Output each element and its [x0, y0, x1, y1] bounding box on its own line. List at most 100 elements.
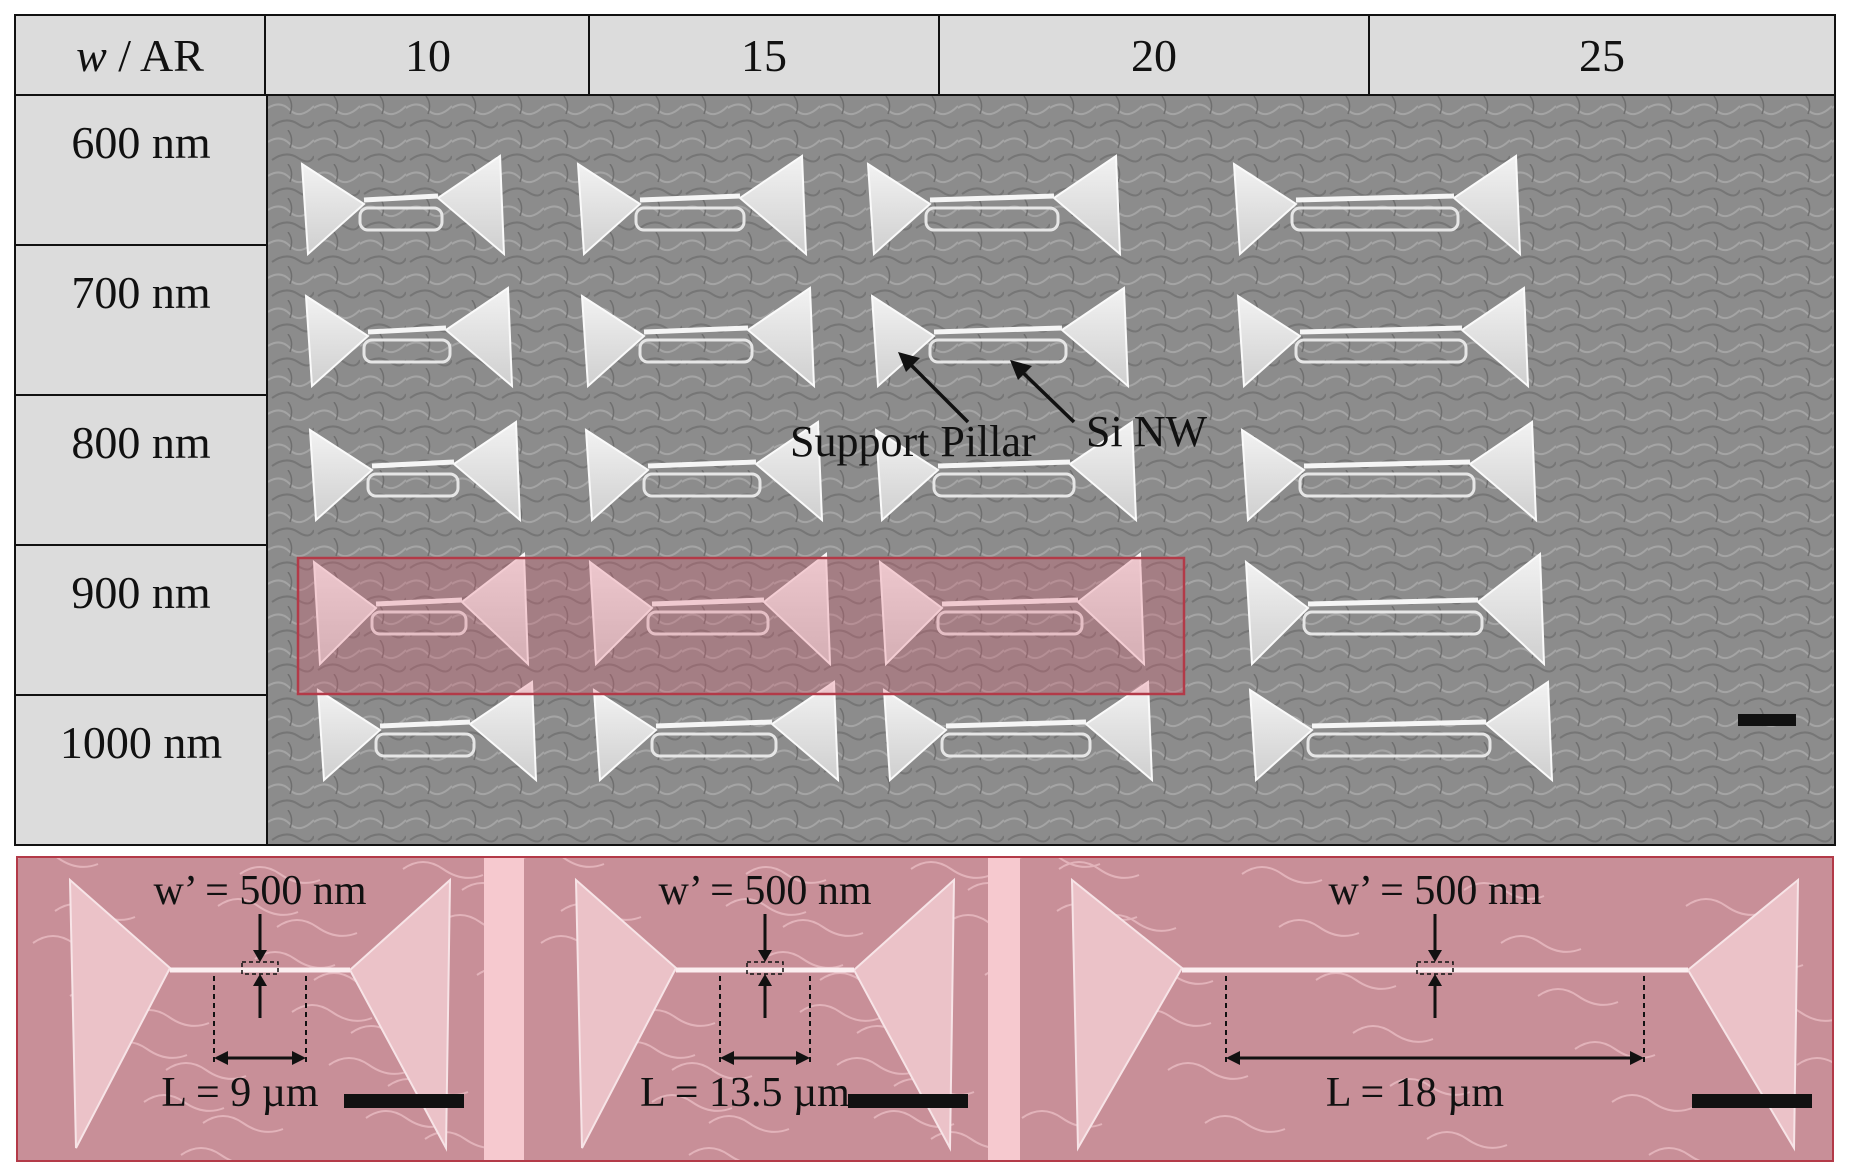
grain-texture: [239, 866, 321, 884]
zoom-panel-2: w’ = 500 nm L = 13.5 µm: [524, 858, 988, 1160]
sem-image-panel: Support Pillar Si NW: [268, 96, 1834, 844]
support-pillar-right: [1452, 154, 1522, 257]
support-pillar-left: [584, 428, 650, 523]
trench-outline: [634, 206, 746, 232]
arrowhead-up-icon: [758, 974, 772, 986]
si-nanowire: [1299, 325, 1463, 335]
trench-outline: [936, 610, 1084, 636]
corner-header: w / AR: [16, 16, 266, 94]
grain-texture: [1278, 919, 1360, 937]
si-nanowire: [1311, 719, 1487, 729]
column-header-ar-10: 10: [268, 16, 590, 94]
trench-outline: [1290, 206, 1460, 232]
si-nanowire: [929, 193, 1055, 203]
trench-outline: [940, 732, 1092, 758]
nanowire-device: [588, 552, 832, 667]
zoom-pillar-left: [68, 877, 172, 1149]
grain-texture: [1315, 972, 1397, 990]
arrowhead-down-icon: [758, 950, 772, 962]
nanowire-device: [870, 286, 1130, 389]
arrowhead-down-icon: [253, 950, 267, 962]
grain-texture: [524, 858, 605, 868]
zoom-pillar-right: [348, 877, 452, 1152]
nanowire-device: [1240, 420, 1538, 523]
grain-texture: [1204, 1115, 1286, 1133]
support-pillar-right: [452, 420, 522, 523]
nanowire-device: [580, 286, 816, 389]
support-pillar-left: [300, 162, 366, 257]
si-nanowire: [363, 193, 439, 203]
grain-texture: [1796, 1057, 1832, 1066]
trench-outline: [374, 732, 476, 758]
nanowire-device: [592, 680, 840, 783]
support-pillar-left: [882, 688, 948, 783]
trench-outline: [638, 338, 754, 364]
si-nanowire: [1295, 193, 1455, 203]
arrowhead-up-icon: [1428, 974, 1442, 986]
row-header-600nm: 600 nm: [16, 96, 266, 246]
grain-texture: [461, 882, 484, 891]
grain-texture: [291, 1004, 373, 1022]
zoom-length-label: L = 18 µm: [1326, 1070, 1504, 1116]
grain-texture: [967, 882, 988, 891]
trench-outline: [362, 338, 452, 364]
trench-outline: [650, 732, 778, 758]
support-pillar-right: [754, 420, 824, 523]
column-header-ar-15: 15: [590, 16, 940, 94]
support-pillar-left: [312, 559, 378, 667]
si-nanowire: [643, 325, 749, 335]
si-nanowire: [945, 719, 1087, 729]
si-nanowire: [371, 459, 455, 469]
scale-bar-top: [1738, 714, 1796, 726]
support-pillar-left: [580, 294, 646, 389]
zoom-scale-bar: [1692, 1094, 1812, 1108]
support-pillar-left: [576, 162, 642, 257]
support-pillar-left: [1240, 428, 1306, 523]
highlight-box-900nm: [296, 556, 1186, 696]
grain-texture: [202, 1115, 284, 1133]
si-nanowire: [1307, 597, 1479, 607]
grain-texture: [725, 898, 807, 916]
grain-texture: [217, 898, 299, 916]
nanowire-device: [1244, 552, 1546, 667]
trench-outline: [358, 206, 444, 232]
grain-texture: [18, 858, 99, 868]
row-header-800nm: 800 nm: [16, 396, 266, 546]
si-nanowire: [651, 597, 765, 607]
support-pillar-label: Support Pillar: [790, 417, 1036, 466]
trench-outline: [1306, 732, 1492, 758]
nanowire-structures: [300, 154, 1554, 783]
grain-texture: [1500, 935, 1582, 953]
support-pillar-right: [436, 154, 506, 257]
support-pillar-right: [444, 286, 514, 389]
grain-texture: [424, 1131, 484, 1149]
support-pillar-right: [1468, 420, 1538, 523]
support-pillar-right: [1060, 286, 1130, 389]
support-pillar-arrowhead-icon: [898, 352, 920, 372]
corner-label-rest: / AR: [106, 29, 204, 81]
row-header-divider: [266, 96, 268, 846]
zoom-image-3: w’ = 500 nm L = 18 µm: [1020, 858, 1832, 1160]
row-header-1000nm: 1000 nm: [16, 696, 266, 844]
support-pillar-left: [588, 559, 654, 667]
grain-texture: [180, 1147, 233, 1160]
zoom-length-label: L = 9 µm: [161, 1070, 318, 1116]
annotation-support-pillar: Support Pillar: [790, 352, 1036, 466]
row-header-700nm: 700 nm: [16, 246, 266, 396]
header-divider: [16, 94, 1834, 96]
support-pillar-left: [878, 559, 944, 667]
nanowire-device: [874, 420, 1138, 523]
support-pillar-right: [1068, 420, 1138, 523]
support-pillar-right: [1484, 680, 1554, 783]
zoom-pillar-left: [1070, 877, 1184, 1152]
grain-texture: [671, 1062, 753, 1080]
si-nanowire: [379, 719, 471, 729]
trench-outline: [932, 472, 1076, 498]
trench-outline: [366, 472, 460, 498]
arrowhead-left-icon: [214, 1051, 228, 1065]
grain-texture: [1537, 988, 1619, 1006]
zoom-pillar-right: [852, 877, 956, 1152]
grain-texture: [1463, 882, 1545, 900]
zoom-panel-3: w’ = 500 nm L = 18 µm: [1020, 858, 1832, 1160]
grain-texture: [910, 861, 988, 879]
